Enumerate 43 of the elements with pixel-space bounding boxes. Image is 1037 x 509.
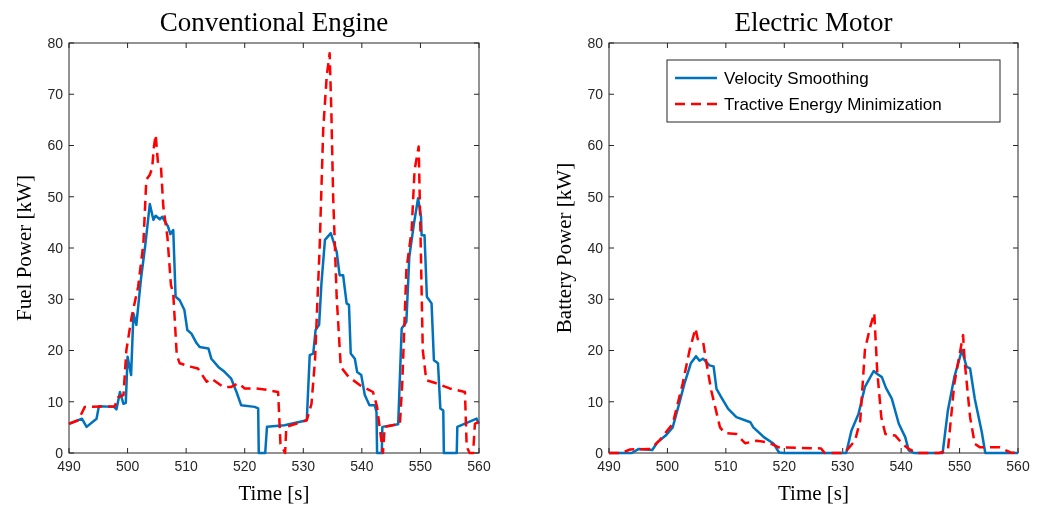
x-tick-label: 490: [597, 458, 621, 474]
x-tick-label: 510: [174, 458, 199, 474]
x-tick-label: 490: [57, 458, 81, 474]
y-tick-label: 40: [587, 239, 604, 256]
y-axis-title: Battery Power [kW]: [552, 162, 576, 334]
y-tick-label: 70: [587, 86, 604, 103]
x-axis-title: Time [s]: [238, 481, 310, 505]
x-tick-label: 560: [467, 458, 491, 474]
line-series: [67, 52, 481, 455]
x-tick-label: 550: [947, 458, 972, 474]
chart-title: Conventional Engine: [159, 7, 389, 37]
x-tick-label: 500: [115, 458, 140, 474]
y-tick-label: 0: [55, 444, 64, 461]
y-tick-label: 40: [47, 239, 64, 256]
x-tick-label: 520: [772, 458, 797, 474]
x-axis-title: Time [s]: [778, 481, 849, 505]
x-tick-label: 560: [1006, 458, 1030, 474]
x-tick-label: 520: [233, 458, 257, 474]
y-tick-label: 0: [595, 444, 604, 461]
x-tick-label: 500: [655, 458, 680, 474]
chart-title: Electric Motor: [734, 7, 893, 37]
y-tick-label: 70: [47, 86, 64, 103]
y-tick-label: 10: [587, 393, 604, 410]
x-tick-label: 530: [291, 458, 316, 474]
legend-label: Velocity Smoothing: [724, 68, 869, 88]
x-tick-label: 510: [714, 458, 738, 474]
y-tick-label: 50: [587, 188, 604, 205]
y-tick-label: 80: [47, 34, 64, 51]
y-tick-label: 20: [47, 342, 64, 359]
y-tick-label: 30: [587, 291, 604, 308]
legend-label: Tractive Energy Minimization: [724, 94, 942, 114]
x-tick-label: 550: [408, 458, 433, 474]
y-axis-title: Fuel Power [kW]: [12, 175, 36, 321]
y-tick-label: 10: [47, 393, 64, 410]
x-tick-label: 530: [831, 458, 855, 474]
x-tick-label: 540: [350, 458, 374, 474]
y-tick-label: 60: [587, 137, 604, 154]
y-tick-label: 50: [47, 188, 64, 205]
y-tick-label: 80: [587, 34, 604, 51]
y-tick-label: 30: [47, 291, 64, 308]
y-tick-label: 20: [587, 342, 604, 359]
x-tick-label: 540: [889, 458, 914, 474]
y-tick-label: 60: [47, 137, 64, 154]
